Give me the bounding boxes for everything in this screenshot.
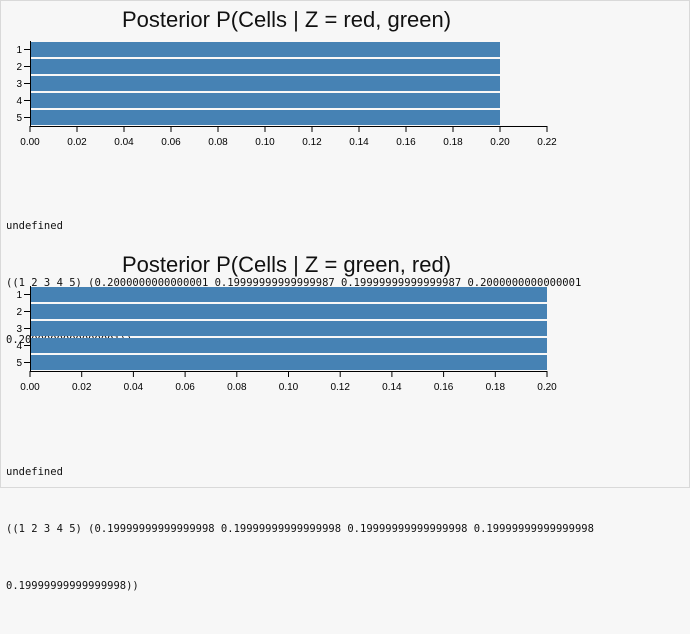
x-tick-label: 0.20	[537, 382, 557, 393]
x-tick-label: 0.00	[20, 382, 40, 393]
x-tick-label: 0.02	[72, 382, 92, 393]
x-tick-label: 0.18	[486, 382, 506, 393]
bar	[30, 59, 500, 74]
y-tick-label: 2	[16, 307, 22, 318]
chart-title: Posterior P(Cells | Z = green, red)	[121, 252, 452, 277]
bar	[30, 287, 547, 302]
x-tick-label: 0.12	[302, 137, 322, 148]
console-output-1: undefined ((1 2 3 4 5) (0.20000000000000…	[6, 179, 676, 388]
bar	[30, 338, 547, 353]
x-tick-label: 0.16	[434, 382, 454, 393]
console-output-2: undefined ((1 2 3 4 5) (0.19999999999999…	[6, 425, 676, 634]
x-tick-label: 0.08	[227, 382, 247, 393]
x-tick-label: 0.04	[124, 382, 144, 393]
x-tick-label: 0.18	[443, 137, 463, 148]
x-tick-label: 0.14	[349, 137, 369, 148]
x-tick-label: 0.20	[490, 137, 510, 148]
bar-chart-svg: 1 2 3 4 5 0.00 0.02 0.04 0.06 0.08 0.10 0.12 0.14 0.1…	[16, 41, 557, 148]
output-panel: Posterior P(Cells | Z = red, green) 1 2 3 4…	[0, 0, 690, 592]
y-tick-label: 1	[16, 290, 22, 301]
y-tick-label: 5	[16, 358, 22, 369]
y-tick-label: 4	[16, 96, 22, 107]
bar-chart-svg: 1 2 3 4 5 0.00 0.02 0.04 0.06 0.08 0.10 0.12 0.14 0.1…	[16, 286, 557, 393]
bar	[30, 321, 547, 336]
y-tick-label: 3	[16, 79, 22, 90]
x-tick-label: 0.04	[114, 137, 134, 148]
x-tick-label: 0.14	[382, 382, 402, 393]
y-tick-label: 1	[16, 45, 22, 56]
y-tick-label: 4	[16, 341, 22, 352]
x-tick-label: 0.00	[20, 137, 40, 148]
x-tick-label: 0.10	[279, 382, 299, 393]
output-line: ((1 2 3 4 5) (0.2000000000000001 0.19999…	[6, 277, 582, 289]
bar	[30, 42, 500, 57]
x-tick-label: 0.06	[161, 137, 181, 148]
x-tick-label: 0.02	[67, 137, 87, 148]
chart-title: Posterior P(Cells | Z = red, green)	[121, 7, 452, 32]
x-tick-label: 0.06	[175, 382, 195, 393]
x-tick-label: 0.16	[396, 137, 416, 148]
output-line: undefined	[6, 220, 63, 232]
y-tick-label: 2	[16, 62, 22, 73]
bar	[30, 93, 500, 108]
bar	[30, 110, 500, 125]
x-tick-label: 0.10	[255, 137, 275, 148]
bar	[30, 76, 500, 91]
output-line: undefined	[6, 466, 63, 478]
bar	[30, 355, 547, 370]
x-tick-label: 0.08	[208, 137, 228, 148]
output-line: 0.19999999999999998))	[6, 580, 139, 592]
y-tick-label: 5	[16, 113, 22, 124]
y-tick-label: 3	[16, 324, 22, 335]
output-line: ((1 2 3 4 5) (0.19999999999999998 0.1999…	[6, 523, 594, 535]
x-tick-label: 0.12	[330, 382, 350, 393]
bar	[30, 304, 547, 319]
x-tick-label: 0.22	[537, 137, 557, 148]
